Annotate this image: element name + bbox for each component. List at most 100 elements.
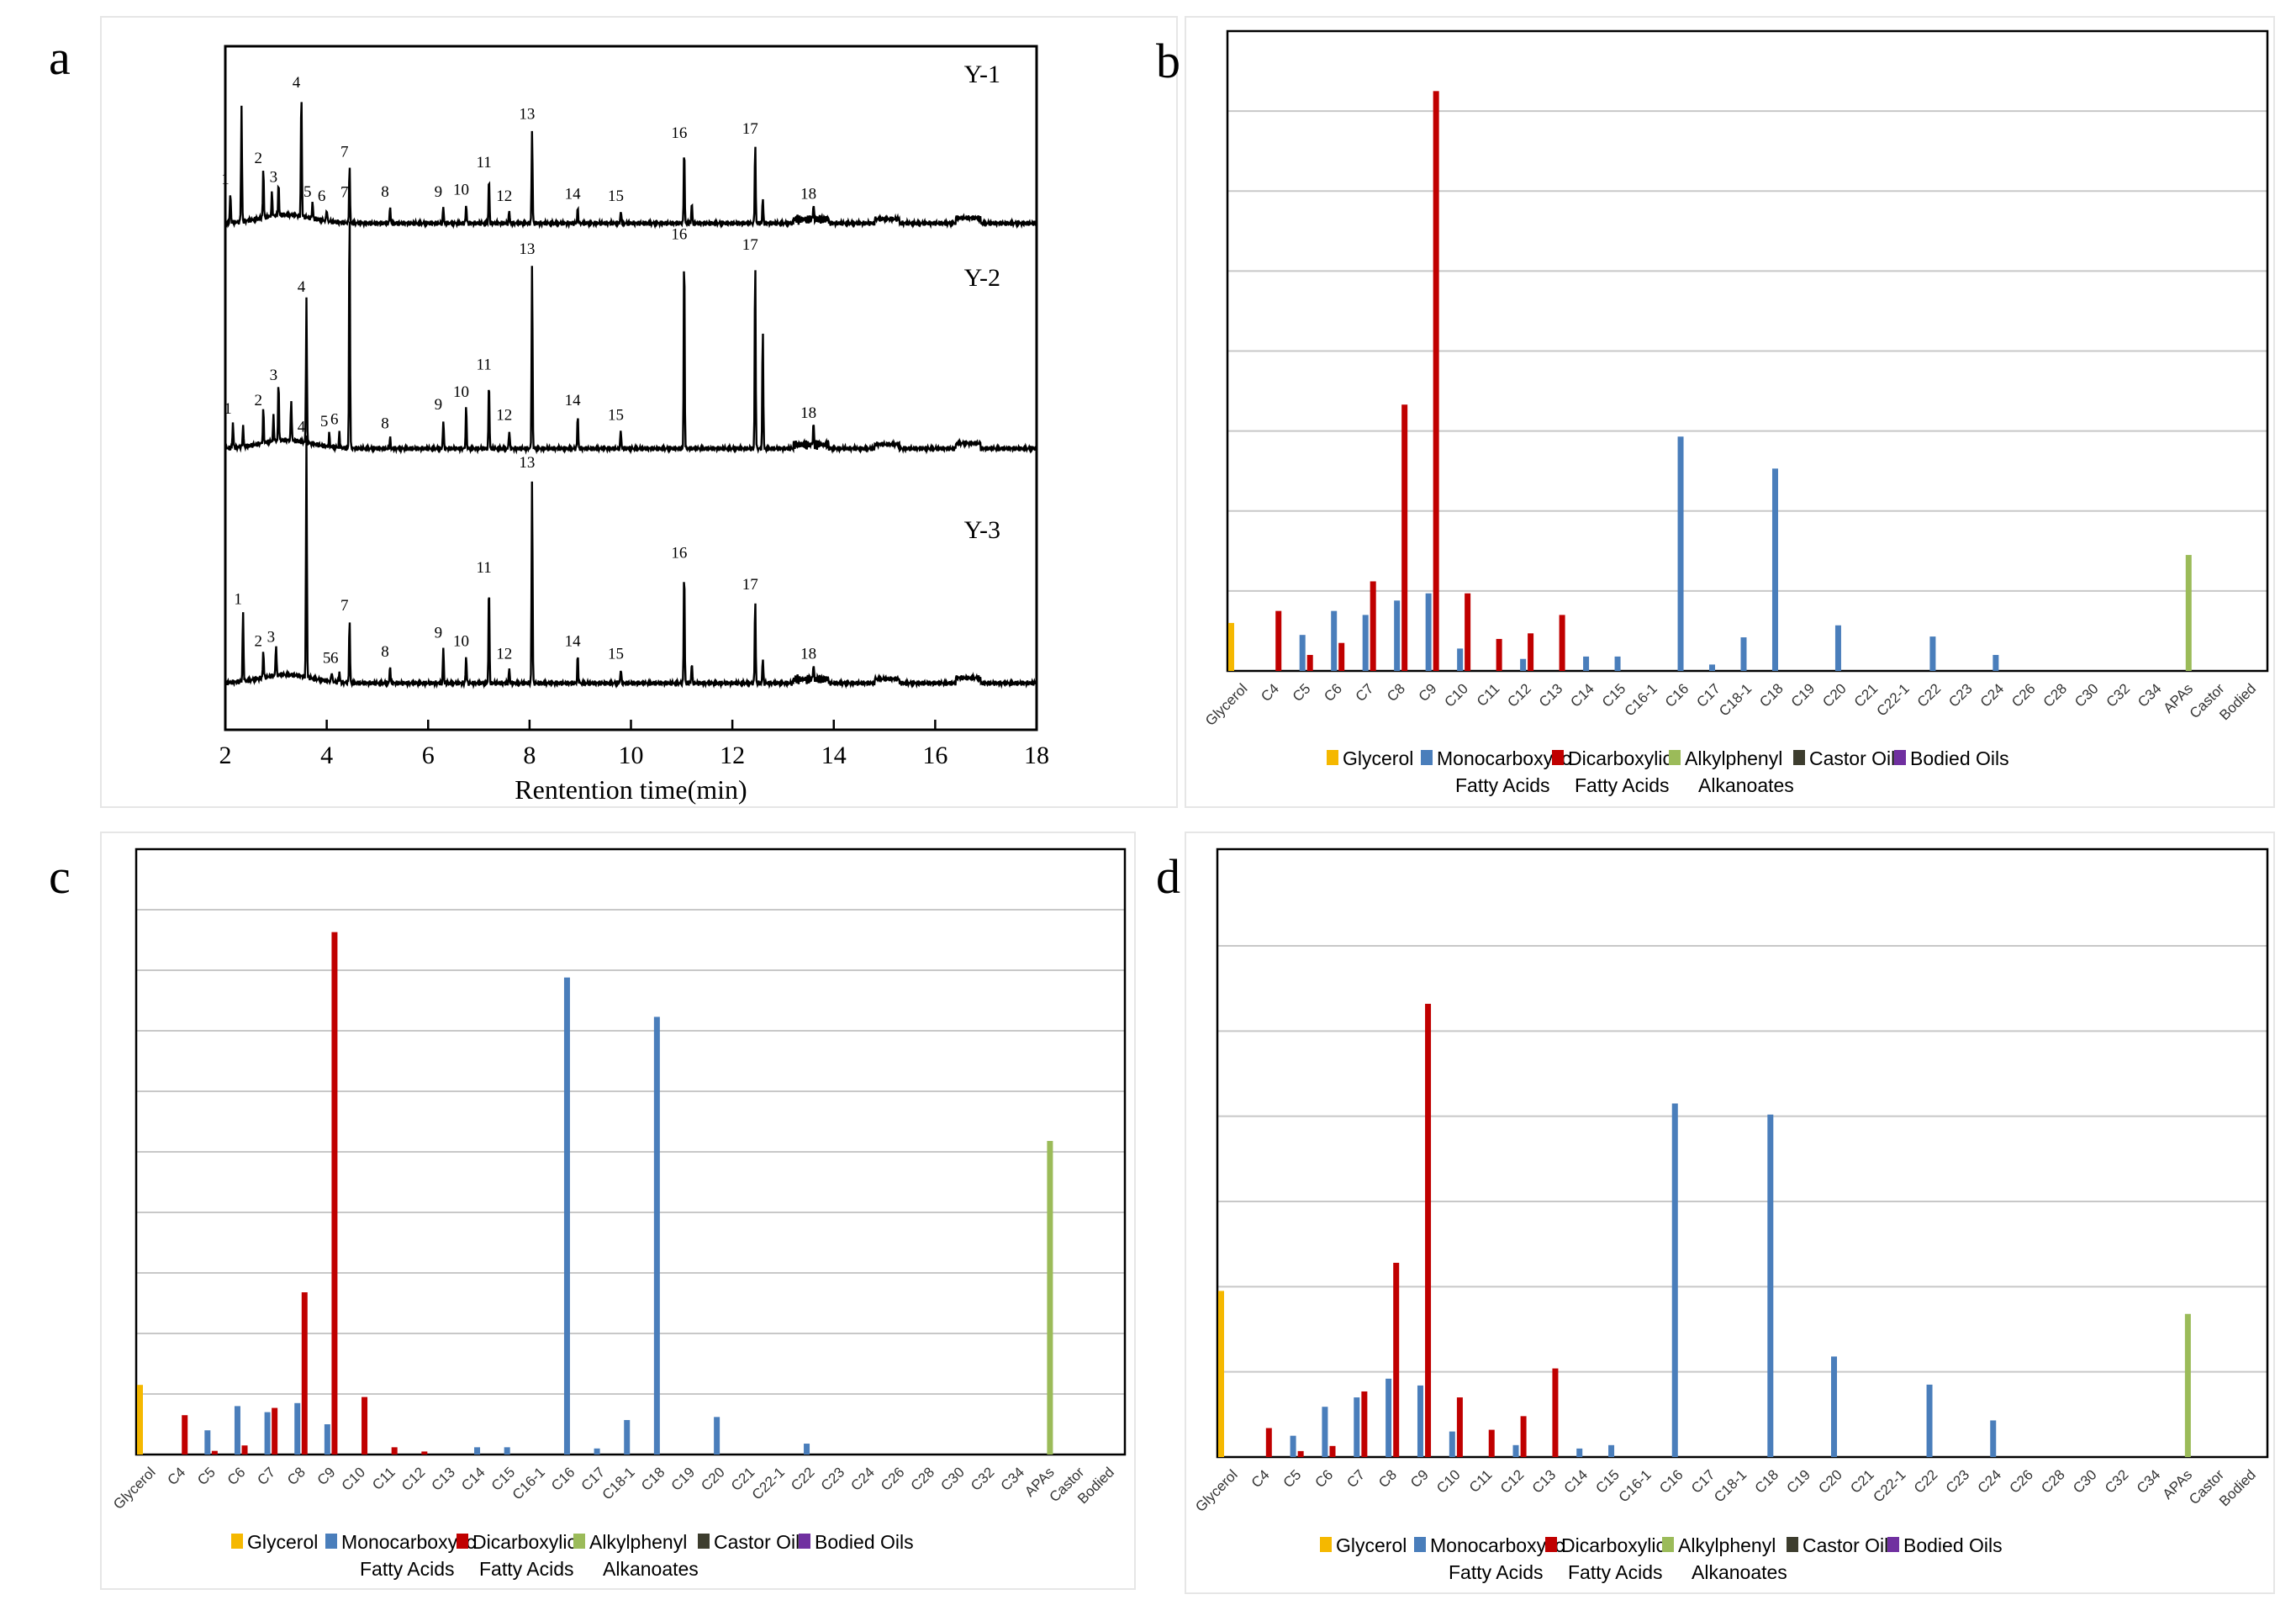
peak-label: 9 xyxy=(435,183,443,201)
peak-label: 18 xyxy=(800,404,816,422)
bar-mono-C12 xyxy=(1520,658,1527,671)
bar-mono-C16 xyxy=(1677,436,1684,671)
peak-label: 6 xyxy=(318,187,326,205)
peak-label: 1 xyxy=(224,400,232,418)
legend-label-apa: Alkylphenyl xyxy=(1685,747,1782,769)
legend-swatch-di xyxy=(457,1534,468,1549)
peak-label: 9 xyxy=(435,396,443,414)
trace-label-y-3: Y-3 xyxy=(964,516,1000,544)
peak-label: 12 xyxy=(496,407,512,425)
plot-frame xyxy=(1216,847,2269,1459)
peak-label: 2 xyxy=(254,633,262,651)
panel-a-letter: a xyxy=(49,30,71,85)
panel-a-border xyxy=(100,16,1178,808)
bar-di-C13 xyxy=(1559,615,1565,671)
peak-label: 11 xyxy=(476,154,491,172)
legend-swatch-apa xyxy=(1669,750,1681,765)
peak-label: 3 xyxy=(270,169,278,187)
bar-mono-C18 xyxy=(653,1016,660,1455)
bar-mono-C6 xyxy=(1322,1407,1328,1457)
legend-swatch-glycerol xyxy=(1320,1537,1332,1552)
legend-swatch-bodied xyxy=(1887,1537,1899,1552)
bar-di-C11 xyxy=(1488,1429,1495,1457)
legend-label-mono: Monocarboxylic xyxy=(341,1531,476,1553)
bar-mono-C5 xyxy=(1299,635,1306,671)
peak-label: 8 xyxy=(381,183,389,201)
peak-label: 8 xyxy=(381,415,389,433)
bar-mono-C12 xyxy=(1512,1444,1519,1457)
x-tick-label: 14 xyxy=(821,742,847,769)
peak-label: 6 xyxy=(330,650,339,668)
panel-b-letter: b xyxy=(1156,34,1180,88)
peak-label: 1 xyxy=(221,171,230,188)
legend-swatch-mono xyxy=(1421,750,1433,765)
bar-mono-C9 xyxy=(1425,593,1432,671)
peak-label: 7 xyxy=(340,144,349,161)
peak-label: 15 xyxy=(608,187,624,205)
legend-label-apa: Alkylphenyl xyxy=(589,1531,687,1553)
peak-label: 16 xyxy=(671,124,687,142)
bar-mono-C24 xyxy=(1993,654,1999,671)
bar-mono-C15 xyxy=(1614,656,1621,671)
legend-label-castor: Castor Oil xyxy=(714,1531,800,1553)
bar-di-C10 xyxy=(1465,593,1471,671)
legend-label-glycerol: Glycerol xyxy=(247,1531,318,1553)
bar-mono-C10 xyxy=(1449,1431,1455,1457)
bar-mono-C15 xyxy=(504,1447,510,1455)
peak-label: 11 xyxy=(476,559,491,577)
peak-label: 2 xyxy=(254,150,262,167)
legend-label-bodied: Bodied Oils xyxy=(1903,1534,2003,1556)
legend-swatch-castor xyxy=(1787,1537,1798,1552)
bar-di-C10 xyxy=(1456,1397,1463,1457)
trace-label-y-1: Y-1 xyxy=(964,61,1000,88)
bar-di-C5 xyxy=(211,1450,218,1455)
legend-label-di: Dicarboxylic xyxy=(472,1531,577,1553)
panel-c-border xyxy=(100,832,1136,1590)
peak-label: 5 xyxy=(323,650,331,668)
bar-di-C12 xyxy=(1528,633,1534,671)
bar-mono-C6 xyxy=(234,1406,240,1455)
legend-swatch-bodied xyxy=(1894,750,1906,765)
bar-di-C10 xyxy=(362,1397,368,1455)
bar-di-C12 xyxy=(421,1451,428,1455)
legend-label2-mono: Fatty Acids xyxy=(360,1558,454,1580)
bar-mono-C9 xyxy=(1417,1385,1423,1457)
peak-label: 10 xyxy=(453,633,469,651)
bar-mono-C17 xyxy=(1709,664,1716,671)
x-tick-label: 12 xyxy=(720,742,745,769)
legend-label2-mono: Fatty Acids xyxy=(1449,1561,1543,1583)
bar-di-C9 xyxy=(331,932,338,1455)
bar-di-C7 xyxy=(272,1407,278,1455)
bar-mono-C16 xyxy=(1671,1103,1678,1457)
bar-mono-C8 xyxy=(294,1402,301,1455)
legend-label2-di: Fatty Acids xyxy=(479,1558,573,1580)
bar-mono-C18-1 xyxy=(1740,637,1747,671)
peak-label: 14 xyxy=(565,186,582,203)
peak-label: 18 xyxy=(800,186,816,203)
chromatogram-trace-y-3 xyxy=(224,435,1038,689)
panel-b-border xyxy=(1185,16,2275,808)
peak-label: 3 xyxy=(267,629,276,647)
bar-mono-C9 xyxy=(324,1424,330,1455)
bar-di-C5 xyxy=(1297,1450,1304,1457)
legend-swatch-glycerol xyxy=(231,1534,243,1549)
peak-label: 4 xyxy=(298,419,306,436)
peak-label: 11 xyxy=(476,356,491,374)
legend-label-di: Dicarboxylic xyxy=(1568,747,1672,769)
legend-label-glycerol: Glycerol xyxy=(1336,1534,1407,1556)
legend-swatch-mono xyxy=(1414,1537,1426,1552)
legend-swatch-glycerol xyxy=(1327,750,1338,765)
peak-label: 17 xyxy=(742,120,758,138)
legend-swatch-apa xyxy=(1662,1537,1674,1552)
legend-label2-apa: Alkanoates xyxy=(1692,1561,1787,1583)
plot-frame xyxy=(1226,29,2269,673)
peak-label: 16 xyxy=(671,545,687,562)
bar-mono-C22 xyxy=(1929,636,1936,671)
bar-mono-C10 xyxy=(1457,648,1464,671)
bar-di-C13 xyxy=(1552,1368,1559,1457)
bar-apa-APAs xyxy=(1047,1141,1053,1455)
peak-label: 4 xyxy=(298,278,306,296)
x-axis-label: Rentention time(min) xyxy=(515,774,747,805)
